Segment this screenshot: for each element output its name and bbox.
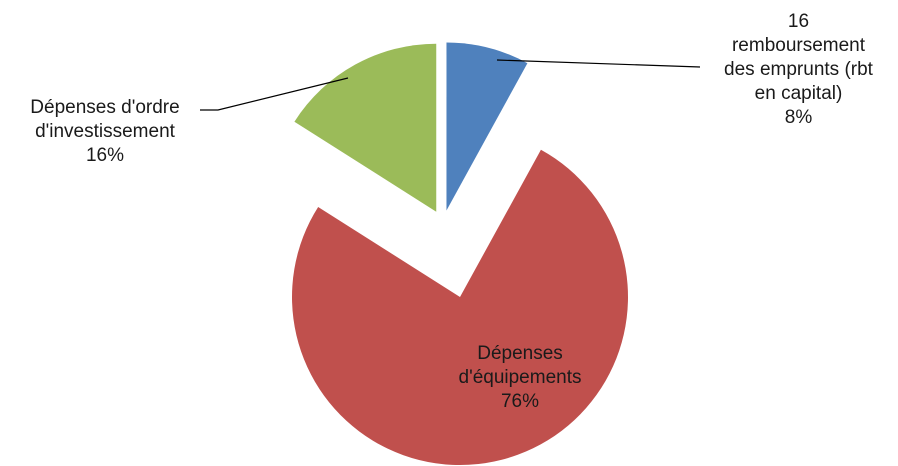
label-line: remboursement	[731, 35, 866, 56]
leader-lines	[200, 59, 701, 111]
label-percent: 8%	[784, 107, 813, 128]
slice-equipements	[292, 149, 628, 466]
label-line: Dépenses d'ordre	[30, 97, 180, 118]
pie-slices	[292, 42, 628, 466]
label-line: des emprunts (rbt	[724, 59, 873, 80]
leader-line-ordre	[200, 77, 349, 111]
label-line: en capital)	[754, 83, 843, 104]
label-line: d'équipements	[458, 367, 582, 388]
slice-ordre	[294, 43, 437, 212]
data-label-ordre: Dépenses d'ordre d'investissement 16%	[0, 96, 210, 168]
label-percent: 16%	[85, 145, 125, 166]
label-percent: 76%	[500, 391, 540, 412]
data-label-equipements: Dépenses d'équipements 76%	[420, 342, 620, 414]
data-label-remboursement: 16 remboursement des emprunts (rbt en ca…	[686, 10, 898, 130]
label-line: Dépenses	[477, 343, 563, 364]
leader-line-remboursement	[496, 59, 701, 68]
label-line: 16	[787, 11, 810, 32]
slice-remboursement	[446, 42, 528, 211]
label-line: d'investissement	[35, 121, 175, 142]
